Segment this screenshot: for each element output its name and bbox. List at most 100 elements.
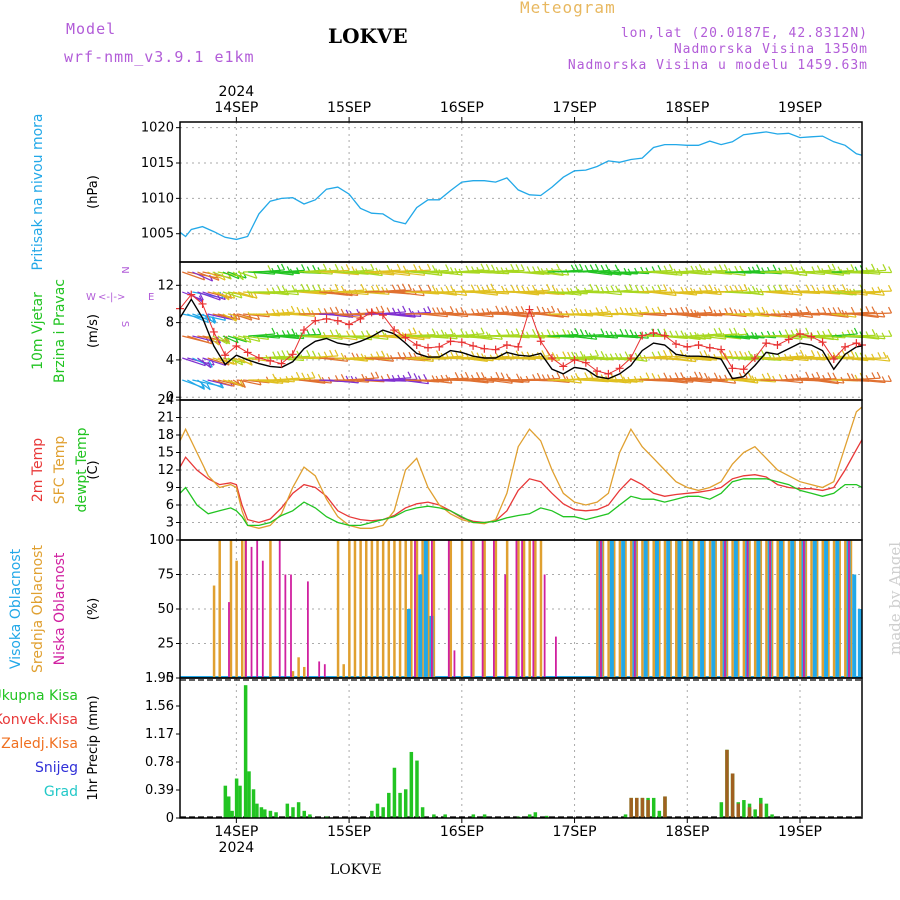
cloud-mid-bar [218, 540, 221, 678]
wind-barb [344, 269, 374, 273]
wind-barb [243, 379, 270, 384]
model-label: Model [66, 20, 117, 38]
cloud-high-bar [756, 540, 761, 678]
wind-barb [861, 271, 892, 274]
wind-barb [461, 357, 488, 363]
wind-barb [395, 291, 425, 297]
wind-barb-flag [209, 274, 214, 282]
wind-barb-flag [464, 371, 469, 379]
wind-barb [735, 335, 759, 340]
cloud-low-bar [431, 540, 433, 678]
wind-barb-flag [799, 349, 804, 357]
wind-barb-flag [345, 264, 350, 271]
wind-gust-marker [401, 333, 410, 342]
wind-gust-marker [660, 331, 669, 340]
wind-barb-flag [729, 307, 734, 314]
precip-total-bar [387, 792, 391, 818]
wind-barb [273, 291, 299, 296]
wind-barb [339, 271, 369, 275]
wind-barb [451, 271, 480, 274]
wind-barb-flag [882, 264, 887, 271]
wind-barb [243, 291, 271, 295]
wind-barb [633, 312, 661, 315]
wind-barb [846, 311, 876, 315]
bottom-time-label: 18SEP [665, 824, 709, 840]
wind-barb-flag [402, 305, 407, 313]
wind-barb [217, 379, 241, 387]
wind-barb [212, 313, 238, 320]
precip-convective-bar [730, 773, 735, 818]
wind-gust-marker [581, 358, 590, 367]
precip-total-bar [753, 809, 757, 818]
wind-barb [623, 311, 649, 315]
temperature-legend-item: SFC Temp [52, 436, 68, 505]
wind-barb-flag [761, 306, 766, 314]
wind-barb-flag [663, 284, 668, 291]
wind-barb [359, 335, 389, 340]
wind-barb-flag [816, 371, 821, 379]
cloud-mid-bar [342, 664, 345, 678]
temperature-ytick-label: 0 [166, 533, 174, 548]
wind-barb [831, 291, 857, 296]
wind-barb [780, 377, 809, 381]
cloud-mid-bar [652, 540, 655, 678]
wind-barb [339, 379, 369, 383]
wind-barb-flag [651, 373, 656, 380]
wind-barb [288, 313, 315, 317]
wind-gust-marker [649, 328, 658, 337]
wind-barb [329, 271, 359, 276]
wind-barb-flag [454, 267, 459, 275]
wind-barb [527, 311, 555, 315]
wind-barb-flag [880, 289, 885, 296]
wind-barb-flag [846, 372, 851, 380]
wind-barb [785, 313, 813, 319]
cloud-mid-bar [742, 540, 746, 678]
wind-barb [303, 271, 333, 275]
wind-barb [466, 289, 494, 293]
wind-barb [684, 335, 712, 340]
wind-barb-flag [570, 264, 575, 272]
cloud-low-bar [323, 664, 326, 678]
wind-barb-flag [832, 307, 837, 314]
wind-barb [243, 335, 269, 340]
wind-barb [212, 271, 232, 280]
wind-barb [638, 289, 667, 293]
wind-barb [846, 269, 875, 273]
wind-barb [232, 291, 254, 299]
cloud-mid-bar [714, 540, 717, 678]
precip-convective-bar [646, 800, 650, 818]
wind-barb-flag [495, 305, 500, 313]
axis-layer: 1005 1010 1015 1020 (hPa) 0 4 8 12 (m/s) 0 3 6 9 12 15 1… [86, 84, 822, 856]
wind-barb [192, 271, 213, 282]
wind-barb [456, 377, 485, 381]
wind-barb-flag [805, 284, 810, 292]
wind-barb-flag [396, 263, 401, 271]
cloud-low-bar [470, 540, 473, 678]
wind-barb-flag [724, 285, 729, 292]
cloud-mid-bar [725, 540, 729, 678]
wind-barb-flag [575, 307, 580, 315]
wind-barb-flag [277, 285, 282, 293]
cloud-mid-bar [646, 540, 650, 678]
top-time-label: 15SEP [327, 100, 371, 116]
wind-barb [202, 291, 226, 301]
wind-barb-flag [272, 373, 277, 381]
wind-barb-flag [200, 383, 206, 390]
wind-barb [430, 335, 458, 340]
cloud-mid-bar [613, 540, 616, 678]
wind-barb [222, 271, 240, 280]
wind-barb [719, 313, 747, 318]
cloud-mid-bar [359, 540, 362, 678]
wind-barb [420, 269, 449, 273]
cloud-high-bar [812, 540, 817, 678]
wind-barb-flag [609, 331, 615, 338]
precip-total-bar [657, 810, 662, 818]
precip-ytick-label: 1.95 [145, 671, 174, 686]
cloud-high-bar [824, 540, 829, 678]
precip-legend-item: Snijeg [35, 760, 78, 776]
wind-barb [704, 271, 732, 275]
wind-barb-flag [199, 293, 204, 301]
wind-barb [248, 271, 275, 275]
cloud-low-bar [307, 581, 309, 678]
wind-barb-flag [713, 372, 718, 380]
